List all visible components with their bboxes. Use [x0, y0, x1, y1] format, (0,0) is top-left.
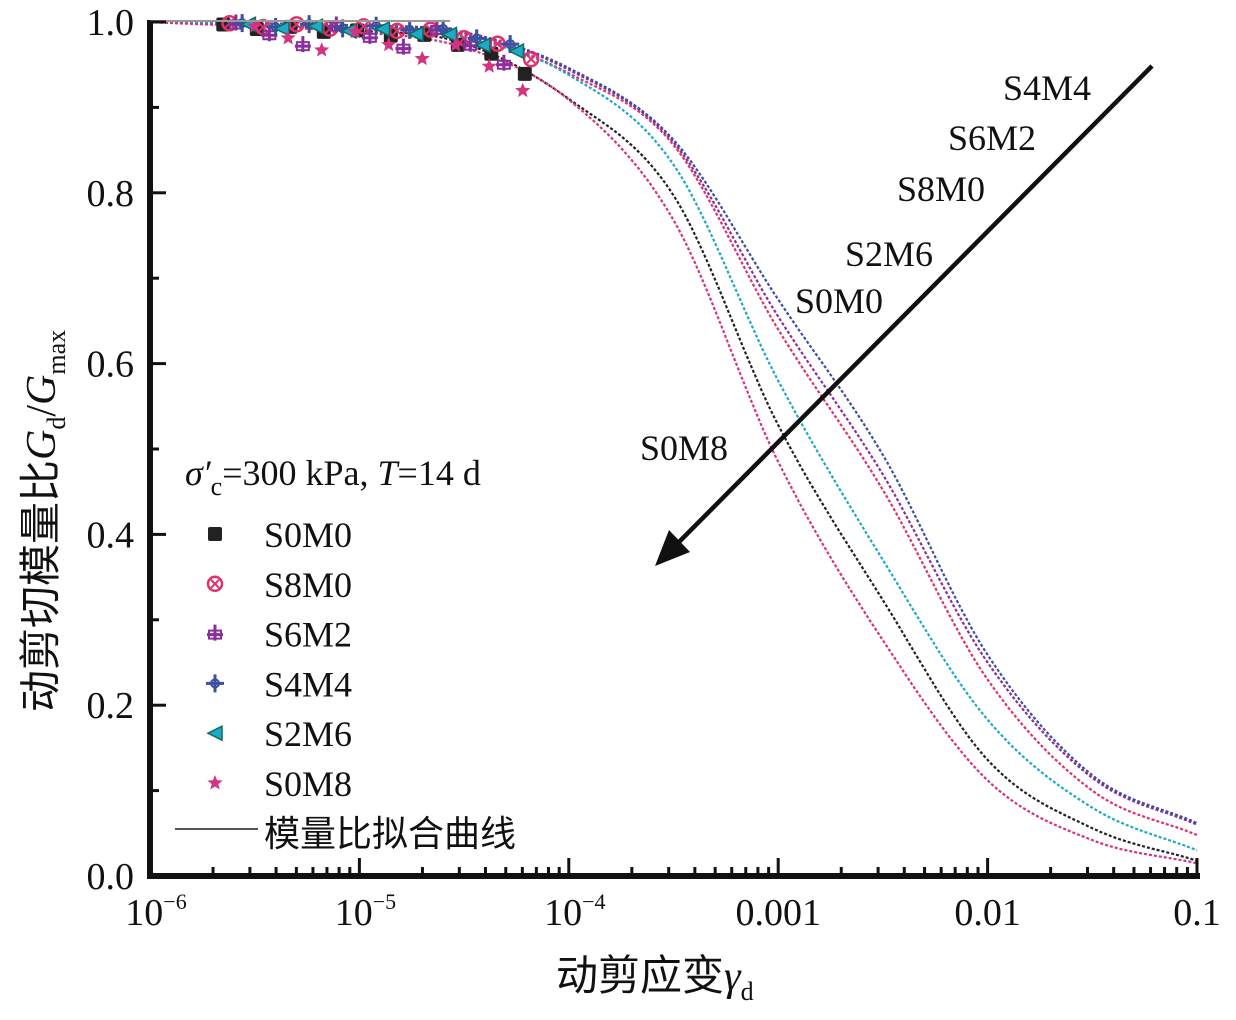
legend-marker-s0m0 [208, 527, 222, 541]
legend-label-s8m0: S8M0 [264, 565, 352, 605]
fit-curve-s4m4 [149, 20, 1198, 825]
x-tick-label: 10−4 [544, 889, 605, 934]
y-axis-title-sym2: G [19, 375, 65, 405]
x-tick-base: 10 [544, 892, 582, 934]
y-tick-label: 0.2 [87, 685, 135, 727]
legend-marker-s8m0 [206, 575, 224, 593]
x-axis-title-sub: d [741, 977, 754, 1006]
x-tick-base: 10 [335, 892, 373, 934]
trend-arrowhead [655, 530, 690, 566]
legend-title-sigma: σ′ [185, 453, 212, 493]
data-point-s2m6 [474, 36, 491, 54]
data-point-s0m8 [448, 37, 464, 52]
data-point-s2m6 [373, 20, 391, 38]
legend-title-rest1: =300 kPa, [222, 453, 377, 493]
legend-title-T: T [378, 453, 401, 493]
data-point-s2m6 [407, 25, 424, 43]
legend-marker-s4m4 [206, 674, 224, 693]
x-axis-title-symbol: γ [724, 954, 742, 1000]
legend-entries: S0M0 S8M0 S6M2 S4M4 S2M6 S0M8 [206, 515, 352, 804]
legend-marker-s6m2 [207, 624, 223, 641]
data-point-s6m2 [495, 54, 512, 71]
legend-label-s4m4: S4M4 [264, 664, 352, 704]
legend-label-s0m8: S0M8 [264, 764, 352, 804]
fit-curve-s8m0 [149, 20, 1198, 837]
x-tick-exponent: −5 [373, 889, 396, 914]
y-axis-title-main: 动剪切模量比 [19, 460, 65, 712]
y-tick-label: 0.8 [87, 173, 135, 215]
data-point-s0m8 [314, 42, 330, 57]
fit-curve-s0m0 [149, 20, 1198, 862]
data-point-s0m8 [280, 30, 296, 45]
y-axis-title: 动剪切模量比Gd/Gmax [19, 330, 71, 712]
anno-label-s8m0: S8M0 [897, 169, 985, 209]
x-tick-exponent: −6 [163, 889, 186, 914]
data-point-s6m2 [361, 27, 378, 44]
y-tick-label: 0.4 [87, 514, 135, 556]
trend-arrow-line [674, 64, 1154, 547]
data-point-s2m6 [440, 26, 458, 43]
data-point-s2m6 [306, 17, 324, 35]
x-tick-label: 0.01 [954, 892, 1021, 934]
data-point-s0m8 [381, 36, 397, 52]
axes: 10−6 10−5 10−4 0.001 0.01 0.1 0.00.20.40.60.8… [87, 2, 1221, 934]
legend-label-s6m2: S6M2 [264, 615, 352, 655]
legend-title-sub: c [211, 472, 223, 501]
y-axis-title-sub1: d [42, 417, 71, 430]
legend-marker-s0m8 [207, 775, 223, 790]
y-axis-title-sub2: max [42, 330, 71, 375]
anno-label-s2m6: S2M6 [845, 234, 933, 274]
x-tick-label: 0.1 [1173, 892, 1221, 934]
fit-curve-s6m2 [149, 20, 1198, 826]
x-tick-label: 10−6 [125, 889, 186, 934]
data-markers [216, 14, 540, 98]
legend-title-rest2: =14 d [398, 453, 481, 493]
x-ticks: 10−6 10−5 10−4 0.001 0.01 0.1 [125, 858, 1221, 934]
anno-label-s6m2: S6M2 [948, 118, 1036, 158]
x-tick-exponent: −4 [582, 889, 605, 914]
trend-annotation: S4M4 S6M2 S8M0 S2M6 S0M0 S0M8 [640, 64, 1154, 566]
legend-label-s2m6: S2M6 [264, 714, 352, 754]
legend-title: σ′c=300 kPa, T=14 d [185, 453, 481, 501]
y-tick-label: 1.0 [87, 2, 135, 44]
legend-label-s0m0: S0M0 [264, 515, 352, 555]
y-tick-label: 0.6 [87, 344, 135, 386]
x-axis-title-main: 动剪应变 [556, 953, 724, 1000]
anno-label-s0m0: S0M0 [795, 281, 883, 321]
y-axis-title-slash: / [19, 405, 65, 417]
data-point-s0m8 [247, 18, 263, 33]
x-tick-base: 10 [125, 892, 163, 934]
data-point-s2m6 [273, 20, 290, 37]
legend: σ′c=300 kPa, T=14 d S0M0 S8M0 S6M2 S4M4 S2M6… [175, 453, 516, 854]
fit-curve-s2m6 [149, 20, 1198, 852]
x-axis-title: 动剪应变γd [556, 953, 754, 1006]
data-point-s0m8 [515, 82, 531, 98]
data-point-s2m6 [507, 42, 525, 60]
y-tick-label: 0.0 [87, 856, 135, 898]
legend-fit-line-label: 模量比拟合曲线 [264, 814, 516, 854]
fit-curves [149, 20, 1198, 865]
anno-label-s4m4: S4M4 [1003, 68, 1091, 108]
data-point-s6m2 [395, 38, 412, 55]
data-point-s0m8 [481, 58, 497, 73]
x-tick-label: 0.001 [735, 892, 821, 934]
legend-marker-s2m6 [206, 724, 223, 742]
x-tick-label: 10−5 [335, 889, 396, 934]
y-axis-title-sym1: G [19, 430, 65, 460]
data-point-s0m8 [414, 50, 430, 66]
data-point-s6m2 [294, 36, 311, 53]
anno-label-s0m8: S0M8 [640, 428, 728, 468]
y-ticks: 0.0 0.2 0.4 0.6 0.8 1.0 [87, 2, 166, 898]
data-point-s0m8 [347, 23, 363, 39]
data-point-s0m0 [517, 66, 532, 81]
